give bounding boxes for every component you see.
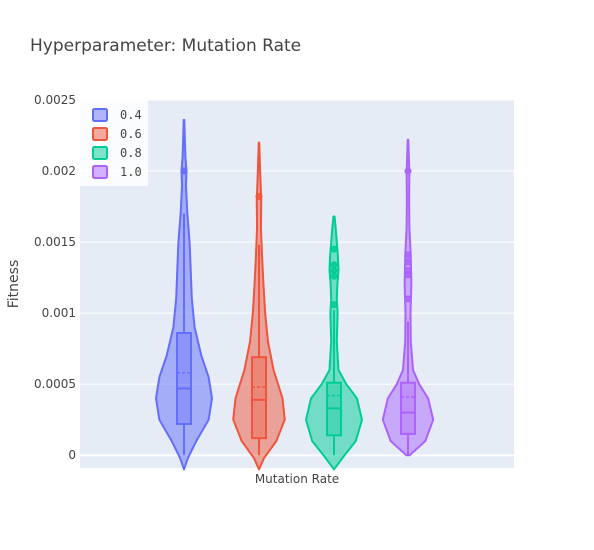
y-tick-label: 0 [68, 448, 76, 462]
outlier-point [330, 272, 338, 280]
legend-swatch [92, 108, 108, 122]
outlier-point [330, 261, 338, 269]
legend[interactable]: 0.4 0.6 0.8 1.0 [80, 100, 148, 186]
box [251, 356, 267, 440]
x-category-label: Mutation Rate [255, 472, 339, 486]
y-axis-ticks: 0 0.0005 0.001 0.0015 0.002 0.0025 [34, 93, 76, 462]
chart-title: Hyperparameter: Mutation Rate [30, 36, 301, 56]
legend-label: 0.4 [120, 108, 142, 122]
y-tick-label: 0.002 [42, 164, 76, 178]
legend-swatch [92, 146, 108, 160]
outlier-point [404, 167, 412, 175]
violin-1-0[interactable] [381, 138, 435, 457]
violin-0-6[interactable] [232, 141, 286, 471]
outlier-point [404, 258, 412, 266]
legend-item-0-8[interactable]: 0.8 [92, 146, 142, 160]
box [176, 332, 192, 425]
outlier-point [255, 193, 263, 201]
y-axis-title: Fitness [6, 260, 22, 309]
grid-lines [80, 99, 514, 457]
outlier-point [180, 167, 188, 175]
legend-item-0-4[interactable]: 0.4 [92, 108, 142, 122]
outlier-point [404, 295, 412, 303]
outlier-point [404, 267, 412, 275]
y-tick-label: 0.0005 [34, 377, 76, 391]
legend-background [80, 100, 148, 186]
legend-label: 1.0 [120, 165, 142, 179]
legend-item-1-0[interactable]: 1.0 [92, 165, 142, 179]
box [400, 381, 416, 435]
legend-swatch [92, 127, 108, 141]
outlier-point [330, 267, 338, 275]
violin-0-4[interactable] [155, 118, 213, 471]
y-tick-label: 0.001 [42, 306, 76, 320]
legend-swatch [92, 165, 108, 179]
y-tick-label: 0.0025 [34, 93, 76, 107]
outlier-point [330, 245, 338, 253]
outlier-point [330, 301, 338, 309]
plot-area [80, 100, 514, 468]
legend-label: 0.6 [120, 127, 142, 141]
legend-label: 0.8 [120, 146, 142, 160]
legend-item-0-6[interactable]: 0.6 [92, 127, 142, 141]
outlier-point [404, 251, 412, 259]
violins [155, 118, 435, 471]
y-tick-label: 0.0015 [34, 235, 76, 249]
violin-0-8[interactable] [305, 215, 363, 471]
